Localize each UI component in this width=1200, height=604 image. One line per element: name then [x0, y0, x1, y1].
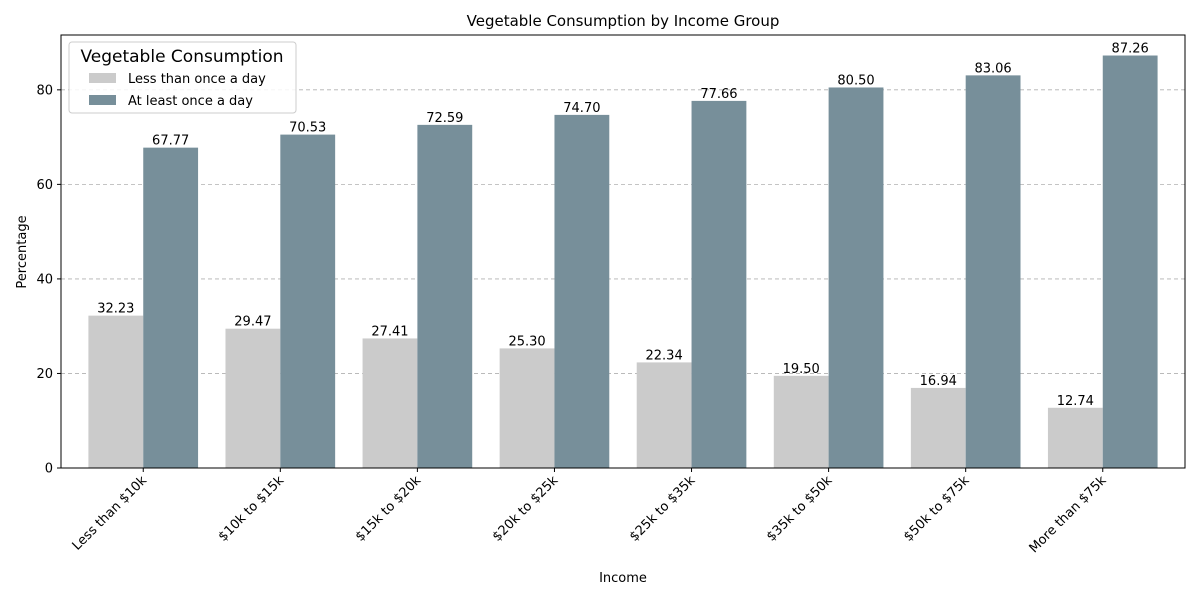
x-tick-label: More than $75k: [1027, 473, 1110, 556]
x-tick-label: $15k to $20k: [353, 473, 425, 545]
legend-label: Less than once a day: [128, 72, 266, 87]
bar-value-label: 70.53: [289, 121, 326, 136]
bar-value-label: 87.26: [1112, 42, 1149, 57]
bar-value-label: 72.59: [426, 111, 463, 126]
x-tick-label: Less than $10k: [70, 473, 151, 554]
bar: [910, 387, 966, 468]
bar: [362, 338, 418, 468]
bar-value-label: 80.50: [837, 73, 874, 88]
value-label-layer: 32.23 29.47 27.41 25.30 22.34 19.50 16.94 12.74…: [97, 42, 1149, 409]
bar-value-label: 16.94: [920, 374, 957, 389]
legend: Vegetable Consumption Less than once a d…: [68, 41, 297, 114]
x-tick-label: $25k to $35k: [627, 473, 699, 545]
bar: [1102, 55, 1158, 468]
bar-value-label: 77.66: [700, 87, 737, 102]
legend-box: [68, 41, 297, 114]
bar: [88, 315, 144, 468]
plot-frame: [60, 34, 1186, 469]
bar-value-label: 74.70: [563, 101, 600, 116]
x-axis: Less than $10k $10k to $15k $15k to $20k $2…: [70, 468, 1110, 556]
legend-title: Vegetable Consumption: [80, 47, 283, 67]
grid-layer: [61, 89, 1185, 374]
bar-value-label: 25.30: [508, 334, 545, 349]
bar: [280, 134, 336, 468]
legend-swatch: [89, 95, 116, 105]
bar: [691, 100, 747, 468]
bar-layer: [88, 55, 1158, 469]
bar: [828, 87, 884, 469]
y-tick-label: 0: [45, 462, 53, 477]
bar: [417, 124, 473, 468]
bar: [1047, 407, 1103, 468]
bar-value-label: 12.74: [1057, 394, 1094, 409]
legend-swatch: [89, 73, 116, 83]
x-tick-label: $50k to $75k: [901, 473, 973, 545]
bar-value-label: 67.77: [152, 134, 189, 149]
chart-title: Vegetable Consumption by Income Group: [467, 12, 780, 30]
y-axis-label: Percentage: [15, 215, 30, 288]
bar: [773, 375, 829, 468]
bar: [636, 362, 692, 468]
bar: [499, 348, 555, 468]
bar-value-label: 19.50: [783, 362, 820, 377]
y-tick-label: 40: [36, 272, 53, 287]
y-tick-label: 20: [36, 367, 53, 382]
y-axis: 0 20 40 60 80: [36, 83, 61, 477]
y-tick-label: 80: [36, 83, 53, 98]
bar-value-label: 32.23: [97, 302, 134, 317]
bar: [225, 328, 281, 468]
y-tick-label: 60: [36, 178, 53, 193]
bar: [965, 75, 1021, 469]
bar-value-label: 22.34: [646, 348, 683, 363]
legend-label: At least once a day: [128, 94, 253, 109]
x-axis-label: Income: [599, 571, 647, 586]
x-tick-label: $10k to $15k: [216, 473, 288, 545]
x-tick-label: $20k to $25k: [490, 473, 562, 545]
bar-value-label: 27.41: [371, 324, 408, 339]
bar-value-label: 29.47: [234, 315, 271, 330]
bar: [143, 147, 199, 468]
bar: [554, 114, 610, 468]
x-tick-label: $35k to $50k: [764, 473, 836, 545]
bar-value-label: 83.06: [974, 61, 1011, 76]
